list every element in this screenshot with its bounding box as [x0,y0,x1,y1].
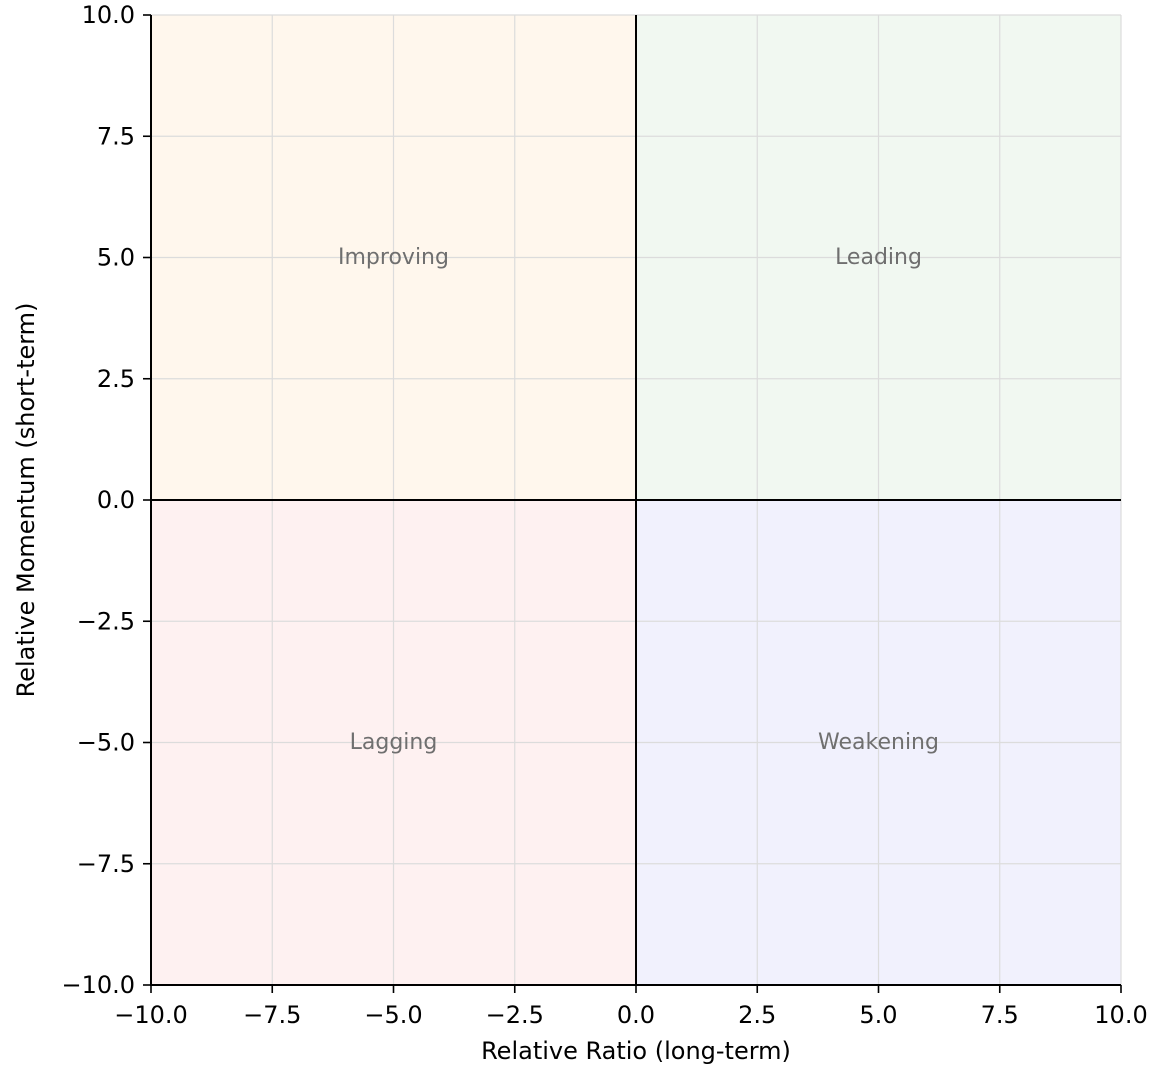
y-tick-label: −10.0 [61,971,135,999]
x-axis-label: Relative Ratio (long-term) [481,1037,791,1065]
y-tick-label: 10.0 [82,1,135,29]
x-tick-label: 10.0 [1094,1001,1147,1029]
y-tick-label: 0.0 [97,486,135,514]
x-tick-label: 5.0 [859,1001,897,1029]
x-tick-label: −5.0 [364,1001,422,1029]
quadrant-labels: Improving Leading Lagging Weakening [338,245,939,755]
y-tick-label: 2.5 [97,365,135,393]
quadrant-label-improving: Improving [338,245,449,270]
quadrant-label-weakening: Weakening [818,730,939,755]
x-tick-label: 7.5 [981,1001,1019,1029]
y-tick-label: −2.5 [77,607,135,635]
y-tick-label: 7.5 [97,122,135,150]
quadrant-label-lagging: Lagging [350,730,438,755]
y-axis-label: Relative Momentum (short-term) [12,303,40,698]
y-axis-ticks: −10.0 −7.5 −5.0 −2.5 0.0 2.5 5.0 7.5 10.0 [61,1,151,999]
quadrant-label-leading: Leading [835,245,922,270]
y-tick-label: −7.5 [77,850,135,878]
x-tick-label: −10.0 [114,1001,188,1029]
x-tick-label: 0.0 [617,1001,655,1029]
x-axis-ticks: −10.0 −7.5 −5.0 −2.5 0.0 2.5 5.0 7.5 10.0 [114,985,1148,1029]
reference-lines [151,15,1121,985]
y-tick-label: 5.0 [97,244,135,272]
y-tick-label: −5.0 [77,729,135,757]
x-tick-label: −7.5 [243,1001,301,1029]
x-tick-label: 2.5 [738,1001,776,1029]
x-tick-label: −2.5 [486,1001,544,1029]
